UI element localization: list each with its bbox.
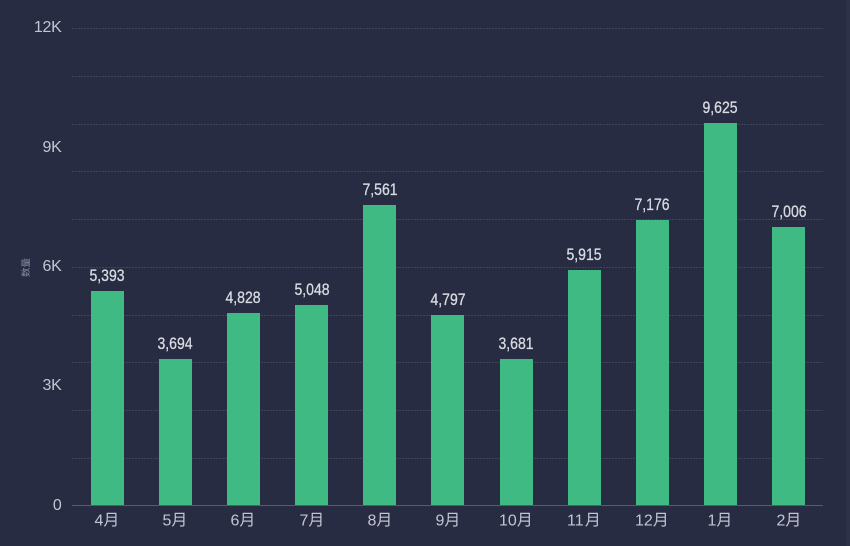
svg-text:6: 6: [231, 512, 240, 529]
svg-text:5: 5: [163, 512, 172, 529]
svg-text:4: 4: [95, 512, 104, 529]
svg-text:11: 11: [567, 512, 584, 529]
svg-text:8: 8: [367, 512, 376, 529]
svg-text:10: 10: [499, 512, 517, 529]
svg-text:9: 9: [435, 512, 444, 529]
svg-text:7: 7: [299, 512, 308, 529]
svg-text:12: 12: [635, 512, 653, 529]
svg-text:1: 1: [708, 512, 717, 529]
svg-text:2: 2: [776, 512, 785, 529]
